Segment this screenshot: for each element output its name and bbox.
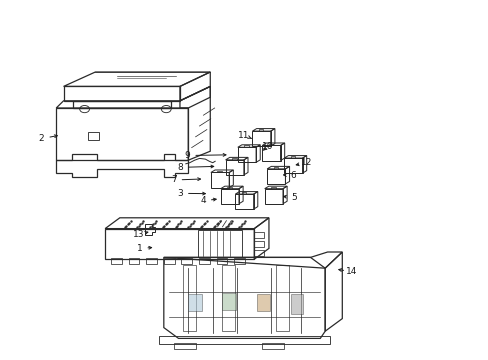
Bar — [173, 343, 195, 349]
Bar — [258, 129, 263, 131]
Text: 2: 2 — [39, 134, 44, 143]
Bar — [222, 293, 236, 310]
Text: 6: 6 — [290, 171, 296, 180]
Bar — [273, 167, 278, 169]
Bar — [290, 156, 295, 158]
Bar — [270, 187, 275, 189]
Bar — [217, 171, 222, 172]
Bar — [181, 258, 192, 264]
Bar — [244, 145, 248, 147]
Bar — [268, 144, 273, 145]
Bar — [241, 192, 246, 194]
Bar — [261, 343, 283, 349]
Bar — [163, 258, 174, 264]
Bar — [254, 241, 264, 247]
Bar — [199, 258, 209, 264]
Bar — [88, 132, 99, 140]
Bar — [128, 258, 139, 264]
Text: 1: 1 — [136, 244, 142, 253]
Bar — [216, 258, 227, 264]
Bar — [111, 258, 122, 264]
Text: 5: 5 — [291, 193, 297, 202]
Text: 14: 14 — [346, 267, 357, 276]
Bar — [198, 230, 242, 257]
Bar — [234, 258, 244, 264]
Text: 3: 3 — [177, 189, 183, 198]
Text: 4: 4 — [200, 197, 205, 205]
Bar — [188, 294, 202, 311]
Bar — [159, 336, 329, 344]
Bar — [146, 258, 157, 264]
Text: 12: 12 — [301, 158, 312, 167]
Bar — [231, 158, 236, 160]
Bar — [226, 187, 231, 189]
Text: 7: 7 — [170, 175, 176, 184]
Bar — [254, 232, 264, 238]
Text: 13: 13 — [132, 230, 144, 239]
Bar — [254, 250, 264, 256]
Text: 11: 11 — [237, 130, 249, 139]
Text: 9: 9 — [184, 151, 190, 160]
Bar — [256, 294, 270, 311]
Text: 10: 10 — [262, 143, 273, 152]
Text: 8: 8 — [177, 163, 183, 172]
Bar — [290, 294, 303, 314]
Bar — [105, 229, 254, 259]
